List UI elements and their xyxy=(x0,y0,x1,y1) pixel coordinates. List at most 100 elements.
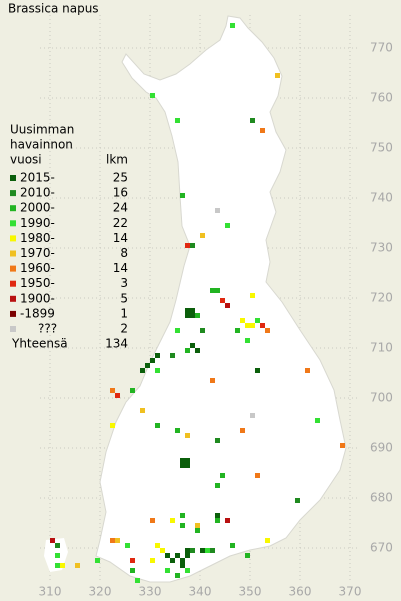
observation-square xyxy=(155,353,160,358)
observation-square xyxy=(240,318,245,323)
x-tick-label: 370 xyxy=(339,585,362,599)
observation-square xyxy=(215,518,220,523)
legend-swatch xyxy=(10,310,16,317)
y-tick-label: 720 xyxy=(370,291,393,305)
observation-square xyxy=(155,423,160,428)
legend-total: 134 xyxy=(105,337,128,351)
observation-square xyxy=(190,548,195,553)
legend-count: 5 xyxy=(120,291,128,305)
legend-swatch xyxy=(10,235,16,242)
observation-square xyxy=(110,388,115,393)
legend-swatch xyxy=(10,250,16,257)
legend-label: 1980- xyxy=(20,231,55,245)
observation-square xyxy=(195,348,200,353)
observation-square xyxy=(150,518,155,523)
legend: Uusimman havainnon vuosi lkm 2015- 252010… xyxy=(10,123,128,351)
observation-square xyxy=(170,518,175,523)
observation-square xyxy=(340,443,345,448)
y-tick-label: 750 xyxy=(370,141,393,155)
legend-swatch xyxy=(10,280,16,287)
legend-count: 24 xyxy=(113,201,128,215)
legend-swatch xyxy=(10,220,16,227)
x-tick-label: 310 xyxy=(39,585,62,599)
observation-square xyxy=(315,418,320,423)
observation-square xyxy=(250,118,255,123)
observation-square xyxy=(185,553,190,558)
observation-square xyxy=(260,323,265,328)
observation-square xyxy=(210,378,215,383)
observation-square xyxy=(215,483,220,488)
observation-square xyxy=(175,328,180,333)
observation-square xyxy=(200,548,205,553)
legend-count: 25 xyxy=(113,171,128,185)
observation-square xyxy=(185,348,190,353)
observation-square xyxy=(185,463,190,468)
observation-square xyxy=(240,428,245,433)
legend-count: 22 xyxy=(113,216,128,230)
observation-square xyxy=(180,193,185,198)
observation-square xyxy=(175,573,180,578)
observation-square xyxy=(185,548,190,553)
observation-square xyxy=(250,413,255,418)
observation-square xyxy=(190,243,195,248)
legend-swatch xyxy=(10,205,16,212)
observation-square xyxy=(190,308,195,313)
observation-square xyxy=(115,538,120,543)
observation-square xyxy=(190,313,195,318)
observation-square xyxy=(170,558,175,563)
observation-square xyxy=(235,328,240,333)
observation-square xyxy=(200,328,205,333)
legend-label: 1900- xyxy=(20,291,55,305)
legend-label: ??? xyxy=(38,322,57,336)
observation-square xyxy=(165,568,170,573)
legend-label: 2010- xyxy=(20,186,55,200)
legend-swatch xyxy=(10,295,16,302)
title: Brassica napus xyxy=(8,2,99,16)
legend-count: 14 xyxy=(113,261,128,275)
legend-label: 1960- xyxy=(20,261,55,275)
y-tick-label: 670 xyxy=(370,541,393,555)
observation-square xyxy=(255,318,260,323)
legend-label: 1990- xyxy=(20,216,55,230)
observation-square xyxy=(250,323,255,328)
observation-square xyxy=(260,128,265,133)
observation-square xyxy=(230,23,235,28)
ticks: 310 320 330 340 350 360 370 670 680 690 700 710 720 7… xyxy=(39,41,393,599)
observation-square xyxy=(140,368,145,373)
observation-square xyxy=(145,363,150,368)
observation-square xyxy=(220,473,225,478)
legend-label: 2000- xyxy=(20,201,55,215)
observation-square xyxy=(215,513,220,518)
observation-square xyxy=(150,358,155,363)
observation-square xyxy=(140,408,145,413)
observation-square xyxy=(210,548,215,553)
legend-swatch xyxy=(10,190,16,197)
observation-square xyxy=(250,293,255,298)
observation-square xyxy=(210,288,215,293)
observation-square xyxy=(75,563,80,568)
observation-square xyxy=(180,523,185,528)
observation-square xyxy=(115,393,120,398)
observation-square xyxy=(50,538,55,543)
observation-square xyxy=(215,288,220,293)
observation-square xyxy=(110,538,115,543)
observation-square xyxy=(165,553,170,558)
observation-square xyxy=(185,568,190,573)
observation-square xyxy=(60,563,65,568)
observation-square xyxy=(175,118,180,123)
observation-square xyxy=(225,518,230,523)
observation-square xyxy=(55,563,60,568)
observation-square xyxy=(155,368,160,373)
y-tick-label: 710 xyxy=(370,341,393,355)
legend-label: 2015- xyxy=(20,171,55,185)
observation-square xyxy=(180,463,185,468)
x-tick-label: 340 xyxy=(189,585,212,599)
observation-square xyxy=(125,543,130,548)
observation-square xyxy=(180,513,185,518)
observation-square xyxy=(195,528,200,533)
observation-square xyxy=(185,313,190,318)
legend-total-label: Yhteensä xyxy=(11,337,68,351)
legend-swatch xyxy=(10,265,16,272)
observation-square xyxy=(110,423,115,428)
observation-square xyxy=(55,543,60,548)
